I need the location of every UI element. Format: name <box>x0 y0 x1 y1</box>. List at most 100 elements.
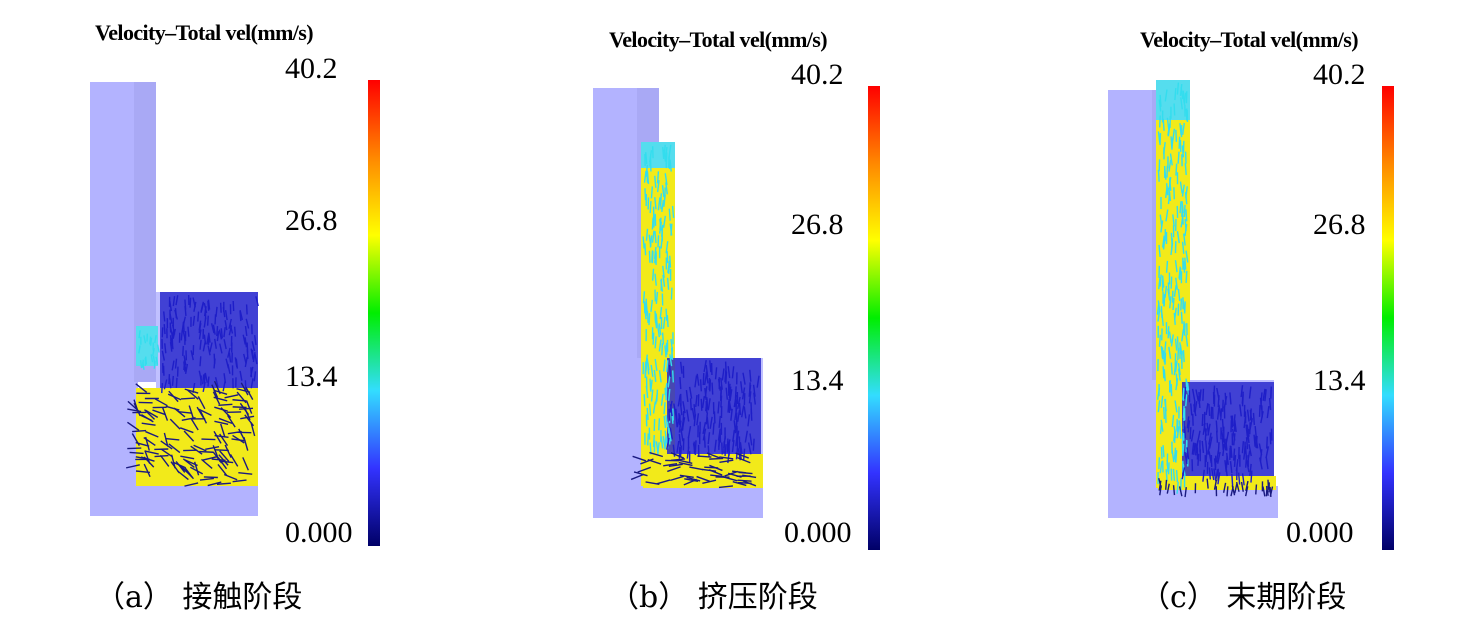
velocity-vector <box>238 428 246 442</box>
velocity-vector <box>1169 296 1172 309</box>
velocity-vector <box>736 409 741 422</box>
velocity-vector <box>645 481 660 485</box>
velocity-vector <box>654 273 657 286</box>
velocity-vector <box>233 326 237 337</box>
velocity-vector <box>250 378 254 389</box>
velocity-vector <box>1163 294 1166 307</box>
velocity-vector <box>1249 463 1252 476</box>
velocity-vector <box>224 310 228 321</box>
velocity-vector <box>667 466 681 473</box>
velocity-vector <box>702 479 717 484</box>
velocity-vector <box>1177 363 1181 376</box>
velocity-vector <box>725 387 729 400</box>
velocity-vector <box>645 385 649 398</box>
velocity-vector <box>1161 275 1165 288</box>
velocity-vector <box>679 445 683 458</box>
velocity-vector <box>207 345 211 356</box>
velocity-vector <box>242 353 247 364</box>
velocity-vector <box>658 418 661 431</box>
velocity-vector <box>1250 470 1253 483</box>
velocity-vector <box>1171 450 1175 463</box>
velocity-vector <box>661 185 665 198</box>
velocity-vector <box>1213 468 1217 481</box>
velocity-vector <box>662 274 666 287</box>
velocity-vector <box>732 429 736 442</box>
velocity-vector <box>1245 480 1249 492</box>
velocity-vector <box>689 466 704 471</box>
velocity-vector <box>648 403 652 416</box>
velocity-vector <box>207 481 222 487</box>
velocity-vector <box>127 421 140 431</box>
velocity-vector <box>735 434 738 447</box>
velocity-vector <box>254 354 258 365</box>
velocity-vector <box>174 308 178 319</box>
colorbar-tick-2: 26.8 <box>1313 208 1366 241</box>
velocity-vector <box>135 383 148 394</box>
velocity-vector <box>175 377 178 388</box>
velocity-vector <box>679 474 694 479</box>
velocity-vector <box>192 297 196 308</box>
velocity-vector <box>201 374 205 385</box>
velocity-vector <box>718 485 733 489</box>
velocity-vector <box>187 389 199 400</box>
velocity-vector <box>681 417 686 430</box>
velocity-vector <box>1194 401 1198 414</box>
velocity-vector <box>1173 103 1176 116</box>
velocity-vector <box>1268 398 1272 411</box>
velocity-vector <box>740 381 743 394</box>
velocity-vector <box>189 297 192 308</box>
velocity-vector <box>661 343 664 356</box>
velocity-vector <box>180 455 195 460</box>
velocity-vector <box>658 323 662 336</box>
velocity-vector <box>708 469 723 476</box>
velocity-vector <box>662 146 665 159</box>
colorbar-tick-min: 0.000 <box>1286 516 1354 549</box>
velocity-vector <box>693 404 696 417</box>
velocity-vector <box>1172 214 1175 227</box>
velocity-vector <box>1241 391 1244 404</box>
velocity-vector <box>1201 413 1204 427</box>
velocity-vector <box>175 295 179 306</box>
velocity-vector <box>1180 311 1183 324</box>
velocity-vector <box>1158 115 1161 128</box>
velocity-vector <box>1166 460 1169 473</box>
velocity-vector <box>683 478 697 486</box>
velocity-vector <box>737 456 751 464</box>
velocity-vector <box>1190 403 1193 416</box>
velocity-vector <box>1241 473 1245 486</box>
velocity-vector <box>183 359 186 371</box>
velocity-vector <box>1239 404 1242 417</box>
velocity-vector <box>1244 486 1249 497</box>
velocity-vector <box>728 400 731 414</box>
velocity-vector <box>643 394 646 407</box>
velocity-vector <box>1168 346 1172 359</box>
velocity-vector <box>138 330 141 339</box>
velocity-vector <box>1175 129 1178 142</box>
velocity-vector <box>1173 312 1176 325</box>
velocity-vector <box>222 381 226 392</box>
velocity-vector <box>219 343 223 354</box>
velocity-vector <box>668 463 683 468</box>
velocity-vector <box>1181 145 1185 158</box>
velocity-vector <box>752 438 755 451</box>
velocity-vector <box>738 402 742 415</box>
velocity-vector <box>727 366 731 379</box>
velocity-vector <box>1225 464 1228 477</box>
velocity-vector <box>709 416 713 429</box>
velocity-vector <box>213 338 217 349</box>
velocity-vector <box>705 371 709 384</box>
velocity-vector <box>1163 406 1166 420</box>
velocity-vector <box>1168 331 1172 344</box>
velocity-vector <box>202 341 206 352</box>
velocity-vector <box>1184 192 1188 205</box>
velocity-vector <box>250 422 256 437</box>
velocity-vector <box>656 180 660 193</box>
velocity-vector <box>650 389 654 402</box>
velocity-vector <box>203 476 218 479</box>
velocity-vector <box>204 372 208 383</box>
velocity-vector <box>720 395 723 408</box>
velocity-vector <box>163 324 166 335</box>
velocity-vector <box>1182 350 1185 363</box>
velocity-vector <box>721 368 725 381</box>
velocity-vector <box>743 406 747 419</box>
